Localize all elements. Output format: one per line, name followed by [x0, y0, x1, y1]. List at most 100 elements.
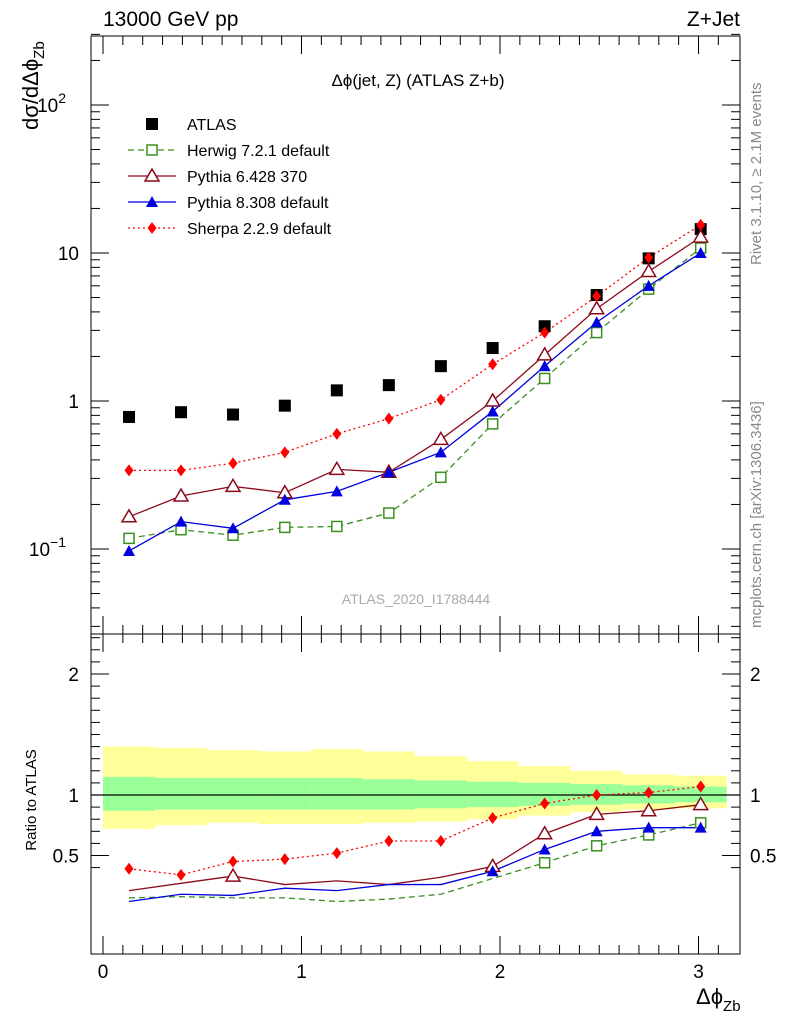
- ratio-point-pythia-6-428-370: [692, 796, 709, 811]
- main-point-pythia-6-428-370: [172, 487, 190, 502]
- ratio-point-sherpa-2-2-9-default: [384, 834, 394, 847]
- main-y-tick-label: 10: [58, 244, 79, 265]
- main-point-sherpa-2-2-9-default: [540, 326, 550, 339]
- main-point-pythia-6-428-370: [692, 228, 709, 243]
- ratio-point-sherpa-2-2-9-default: [696, 780, 706, 793]
- main-point-atlas: [278, 399, 291, 412]
- x-tick-label: 2: [495, 962, 506, 983]
- main-line-pythia-6-428-370: [128, 236, 702, 518]
- header-right-label: Z+Jet: [687, 8, 740, 31]
- ratio-point-sherpa-2-2-9-default: [332, 847, 342, 860]
- main-point-pythia-8-308-default: [382, 466, 395, 478]
- main-point-pythia-8-308-default: [590, 316, 603, 328]
- main-point-herwig-7-2-1-default: [435, 471, 447, 484]
- ratio-point-sherpa-2-2-9-default: [124, 862, 134, 875]
- legend-label-sherpa-2-2-9-default: Sherpa 2.2.9 default: [187, 221, 332, 238]
- ratio-band-inner: [103, 776, 156, 811]
- ratio-point-sherpa-2-2-9-default: [228, 855, 238, 868]
- x-tick-label: 3: [693, 962, 704, 983]
- ratio-y-axis-title: Ratio to ATLAS: [23, 749, 40, 850]
- legend-marker-pythia-8-308-default: [146, 196, 158, 207]
- ratio-point-pythia-6-428-370: [536, 825, 553, 840]
- ratio-point-pythia-6-428-370: [588, 805, 605, 821]
- ratio-series-markers: [124, 780, 709, 882]
- legend-label-pythia-6-428-370: Pythia 6.428 370: [187, 169, 307, 186]
- ratio-line-herwig-7-2-1-default: [128, 822, 701, 903]
- ratio-point-herwig-7-2-1-default: [538, 857, 551, 869]
- ratio-band-inner: [310, 778, 363, 810]
- ratio-y-tick-label: 2: [68, 665, 79, 686]
- main-point-pythia-6-428-370: [328, 460, 346, 476]
- main-point-pythia-8-308-default: [486, 405, 499, 417]
- ratio-point-sherpa-2-2-9-default: [280, 853, 290, 866]
- main-point-sherpa-2-2-9-default: [332, 427, 342, 440]
- ratio-point-sherpa-2-2-9-default: [592, 789, 602, 801]
- main-point-pythia-6-428-370: [536, 346, 553, 361]
- ratio-point-pythia-8-308-default: [538, 843, 551, 855]
- x-tick-label: 0: [98, 962, 109, 983]
- main-point-herwig-7-2-1-default: [538, 372, 551, 385]
- legend-marker-sherpa-2-2-9-default: [147, 222, 157, 234]
- main-point-pythia-8-308-default: [434, 446, 447, 458]
- main-y-tick-label: 1: [68, 392, 79, 413]
- main-point-sherpa-2-2-9-default: [644, 251, 654, 264]
- main-point-sherpa-2-2-9-default: [280, 446, 290, 459]
- legend-label-pythia-8-308-default: Pythia 8.308 default: [187, 195, 329, 212]
- main-point-sherpa-2-2-9-default: [228, 457, 238, 470]
- ratio-y-tick-label: 1: [68, 786, 79, 807]
- main-point-sherpa-2-2-9-default: [592, 290, 602, 303]
- ratio-series-lines: [128, 785, 701, 903]
- ratio-y-tick-label-right: 2: [750, 665, 761, 686]
- ratio-point-sherpa-2-2-9-default: [436, 834, 446, 847]
- main-point-herwig-7-2-1-default: [383, 507, 395, 519]
- legend-label-herwig-7-2-1-default: Herwig 7.2.1 default: [187, 143, 330, 160]
- main-y-tick-label: 10−1: [29, 534, 66, 561]
- ratio-band-inner: [155, 778, 208, 810]
- ratio-point-pythia-8-308-default: [694, 821, 707, 833]
- main-line-sherpa-2-2-9-default: [129, 224, 702, 471]
- main-point-herwig-7-2-1-default: [486, 418, 499, 430]
- legend-marker-atlas: [146, 118, 158, 130]
- main-point-sherpa-2-2-9-default: [696, 218, 706, 231]
- main-point-atlas: [486, 342, 499, 355]
- ratio-y-tick-label-right: 1: [750, 786, 761, 807]
- ratio-point-pythia-6-428-370: [640, 802, 657, 817]
- main-point-sherpa-2-2-9-default: [488, 358, 498, 371]
- legend: ATLAS Herwig 7.2.1 default Pythia 6.428 37…: [128, 117, 332, 238]
- ratio-y-tick-label-right: 0.5: [750, 847, 776, 868]
- ratio-point-pythia-8-308-default: [486, 865, 499, 877]
- main-point-pythia-8-308-default: [227, 522, 240, 534]
- ratio-frame: [90, 633, 741, 955]
- main-point-atlas: [175, 406, 188, 419]
- main-point-pythia-8-308-default: [123, 544, 136, 556]
- main-point-herwig-7-2-1-default: [123, 532, 135, 545]
- main-point-sherpa-2-2-9-default: [436, 393, 446, 406]
- ratio-point-sherpa-2-2-9-default: [488, 811, 498, 824]
- legend-marker-herwig-7-2-1-default: [146, 144, 158, 156]
- legend-label-atlas: ATLAS: [187, 117, 237, 134]
- main-point-pythia-6-428-370: [640, 263, 657, 278]
- ratio-point-sherpa-2-2-9-default: [644, 786, 654, 799]
- main-point-pythia-6-428-370: [432, 430, 450, 446]
- main-point-atlas: [382, 379, 395, 392]
- main-watermark: ATLAS_2020_I1788444: [342, 591, 491, 607]
- main-point-pythia-6-428-370: [224, 477, 242, 493]
- ratio-band-inner: [258, 778, 311, 810]
- ratio-point-pythia-8-308-default: [642, 821, 655, 833]
- ratio-y-tick-label: 0.5: [53, 847, 79, 868]
- main-point-pythia-6-428-370: [120, 508, 138, 523]
- legend-marker-pythia-6-428-370: [143, 167, 161, 182]
- ratio-line-pythia-8-308-default: [128, 827, 701, 903]
- ratio-line-pythia-6-428-370: [128, 804, 701, 892]
- main-point-sherpa-2-2-9-default: [176, 464, 186, 477]
- ratio-uncertainty-bands: [103, 746, 727, 829]
- main-point-atlas: [434, 360, 447, 373]
- main-point-pythia-6-428-370: [588, 300, 605, 315]
- ratio-point-herwig-7-2-1-default: [590, 840, 603, 852]
- ratio-axis-ticks: 0.5 0.5 1 1 2 2 0 1 2 3: [53, 634, 776, 983]
- mcplots-reference-label: mcplots.cern.ch [arXiv:1306.3436]: [748, 401, 765, 628]
- main-series-lines: [128, 224, 702, 552]
